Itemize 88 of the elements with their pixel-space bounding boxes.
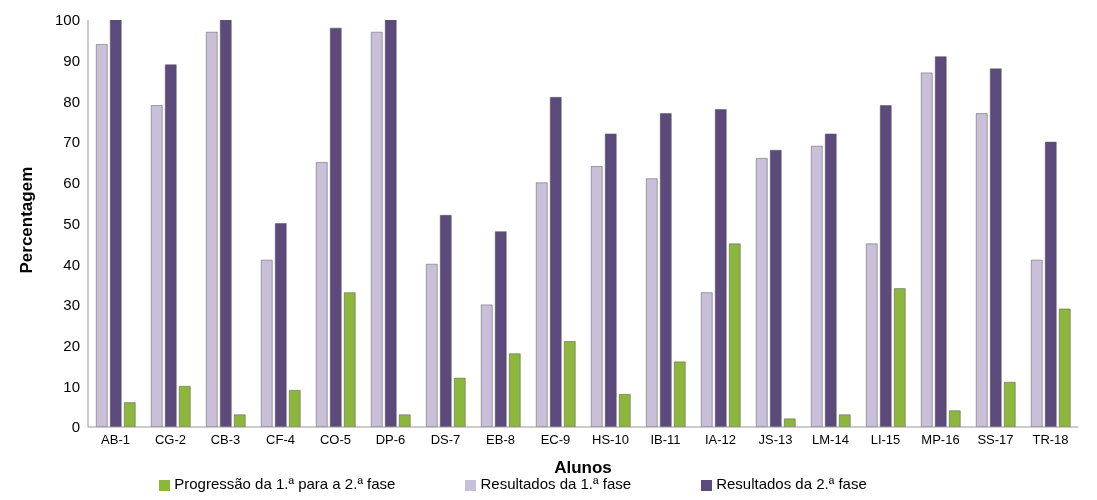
bar bbox=[825, 133, 837, 427]
x-tick-label: MP-16 bbox=[921, 432, 960, 448]
x-tick-label: LI-15 bbox=[870, 432, 901, 448]
bar bbox=[701, 292, 713, 427]
bar bbox=[151, 105, 163, 427]
bar bbox=[839, 414, 851, 427]
bar bbox=[234, 414, 246, 427]
bar bbox=[1031, 259, 1043, 427]
x-tick-label: IB-11 bbox=[650, 432, 681, 448]
bar bbox=[220, 20, 232, 427]
legend-label: Resultados da 2.ª fase bbox=[716, 475, 867, 492]
bar bbox=[880, 105, 892, 427]
bar bbox=[481, 304, 493, 427]
bar bbox=[894, 288, 906, 427]
x-tick-label: DS-7 bbox=[430, 432, 461, 448]
bar bbox=[509, 353, 521, 427]
bar bbox=[165, 64, 177, 427]
bar bbox=[811, 145, 823, 427]
bar bbox=[124, 402, 136, 427]
bar bbox=[261, 259, 273, 427]
bar bbox=[96, 44, 108, 427]
bar bbox=[495, 231, 507, 427]
bar bbox=[426, 263, 438, 427]
legend-label: Resultados da 1.ª fase bbox=[480, 475, 632, 492]
bar bbox=[660, 113, 672, 427]
bar bbox=[399, 414, 411, 427]
bar bbox=[770, 149, 782, 427]
y-tick-label: 30 bbox=[63, 296, 80, 314]
bar bbox=[385, 20, 397, 427]
x-tick-label: EB-8 bbox=[486, 432, 515, 448]
bar bbox=[921, 72, 933, 427]
y-tick-label: 20 bbox=[63, 336, 80, 354]
bar bbox=[110, 20, 122, 427]
y-tick-label: 80 bbox=[63, 92, 80, 110]
bar bbox=[976, 113, 988, 427]
bar bbox=[454, 377, 466, 427]
x-tick-label: HS-10 bbox=[592, 432, 629, 448]
x-tick-label: DP-6 bbox=[375, 432, 406, 448]
x-tick-label: LM-14 bbox=[812, 432, 849, 448]
legend-label: Progressão da 1.ª para a 2.ª fase bbox=[174, 475, 396, 492]
y-tick-label: 10 bbox=[63, 377, 80, 395]
x-tick-label: IA-12 bbox=[704, 432, 737, 448]
bar bbox=[715, 109, 727, 427]
bar bbox=[179, 386, 191, 427]
bar bbox=[275, 223, 287, 427]
y-tick-label: 0 bbox=[71, 418, 80, 436]
y-tick-label: 40 bbox=[63, 255, 80, 273]
x-tick-label: AB-1 bbox=[101, 432, 130, 448]
bar bbox=[784, 418, 796, 427]
bar bbox=[866, 243, 878, 427]
y-tick-label: 100 bbox=[54, 11, 80, 29]
bar bbox=[949, 410, 961, 427]
bar bbox=[935, 56, 947, 427]
bar bbox=[316, 162, 328, 427]
x-tick-label: SS-17 bbox=[977, 432, 1014, 448]
bar bbox=[206, 31, 218, 427]
y-tick-label: 60 bbox=[63, 174, 80, 192]
bar bbox=[536, 182, 548, 427]
bar bbox=[289, 390, 301, 427]
bar bbox=[646, 178, 658, 427]
x-tick-label: CF-4 bbox=[266, 432, 295, 448]
bar bbox=[729, 243, 741, 427]
bar bbox=[1004, 381, 1016, 427]
bar bbox=[591, 166, 603, 427]
bar bbox=[990, 68, 1002, 427]
bar bbox=[440, 215, 452, 427]
bar bbox=[564, 341, 576, 427]
bar bbox=[550, 97, 562, 427]
x-tick-label: CO-5 bbox=[319, 432, 352, 448]
y-tick-label: 70 bbox=[63, 133, 80, 151]
y-axis-title: Percentagem bbox=[17, 166, 37, 274]
bar bbox=[605, 133, 617, 427]
x-axis-title: Alunos bbox=[554, 458, 612, 477]
x-tick-label: EC-9 bbox=[540, 432, 571, 448]
bar bbox=[674, 361, 686, 427]
bar bbox=[330, 27, 342, 427]
bar bbox=[619, 394, 631, 427]
x-tick-label: CG-2 bbox=[154, 432, 187, 448]
x-tick-label: JS-13 bbox=[758, 432, 793, 448]
y-tick-label: 90 bbox=[63, 52, 80, 70]
bar bbox=[344, 292, 356, 427]
bar bbox=[1059, 308, 1071, 427]
bar bbox=[1045, 141, 1057, 427]
bar bbox=[756, 158, 768, 427]
x-tick-label: TR-18 bbox=[1032, 432, 1069, 448]
y-tick-label: 50 bbox=[63, 214, 80, 232]
x-tick-label: CB-3 bbox=[210, 432, 241, 448]
bar bbox=[371, 31, 383, 427]
